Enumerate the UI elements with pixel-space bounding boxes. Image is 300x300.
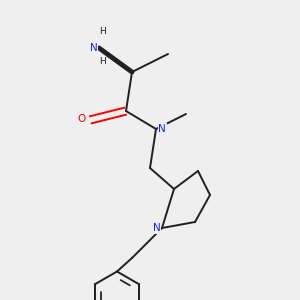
Text: O: O <box>77 113 86 124</box>
Text: H: H <box>99 57 105 66</box>
Text: H: H <box>99 27 105 36</box>
Text: N: N <box>90 43 98 53</box>
Text: N: N <box>158 124 166 134</box>
Text: N: N <box>153 223 160 233</box>
